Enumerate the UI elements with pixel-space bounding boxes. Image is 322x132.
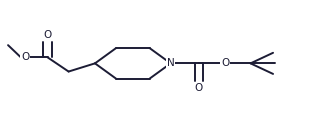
Text: O: O	[21, 52, 29, 62]
Text: O: O	[43, 30, 52, 40]
Text: O: O	[221, 58, 230, 68]
Text: N: N	[167, 58, 175, 68]
Text: O: O	[195, 83, 203, 93]
